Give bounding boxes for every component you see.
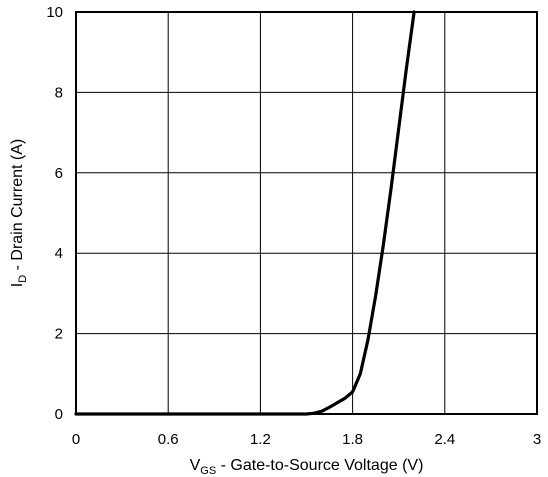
x-tick-label: 0	[72, 431, 80, 448]
y-axis-label-rest: - Drain Current (A)	[9, 139, 26, 275]
y-tick-label: 2	[55, 326, 63, 343]
x-tick-label: 1.2	[250, 431, 271, 448]
grid	[76, 12, 537, 414]
x-axis-label-main: V	[190, 457, 201, 474]
y-tick-label: 10	[46, 4, 63, 21]
x-tick-label: 0.6	[158, 431, 179, 448]
y-tick-label: 6	[55, 165, 63, 182]
plot-frame	[75, 11, 538, 415]
x-tick-label: 1.8	[342, 431, 363, 448]
y-tick-label: 0	[55, 406, 63, 423]
y-axis-label-sub: D	[17, 275, 29, 283]
y-axis-label: ID - Drain Current (A)	[9, 139, 29, 287]
x-tick-label: 2.4	[434, 431, 455, 448]
x-axis-label-sub: GS	[200, 465, 216, 477]
y-tick-label: 8	[55, 84, 63, 101]
x-axis-label: VGS - Gate-to-Source Voltage (V)	[190, 457, 424, 477]
x-tick-labels: 0 0.6 1.2 1.8 2.4 3	[72, 431, 541, 448]
y-tick-label: 4	[55, 245, 63, 262]
series-line	[74, 10, 416, 416]
x-axis-label-rest: - Gate-to-Source Voltage (V)	[216, 457, 423, 474]
y-axis-label-main: I	[9, 283, 26, 287]
x-tick-label: 3	[533, 431, 541, 448]
y-tick-labels: 0 2 4 6 8 10	[46, 4, 63, 423]
